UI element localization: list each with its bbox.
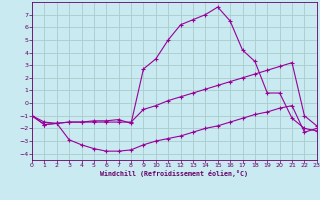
X-axis label: Windchill (Refroidissement éolien,°C): Windchill (Refroidissement éolien,°C): [100, 170, 248, 177]
